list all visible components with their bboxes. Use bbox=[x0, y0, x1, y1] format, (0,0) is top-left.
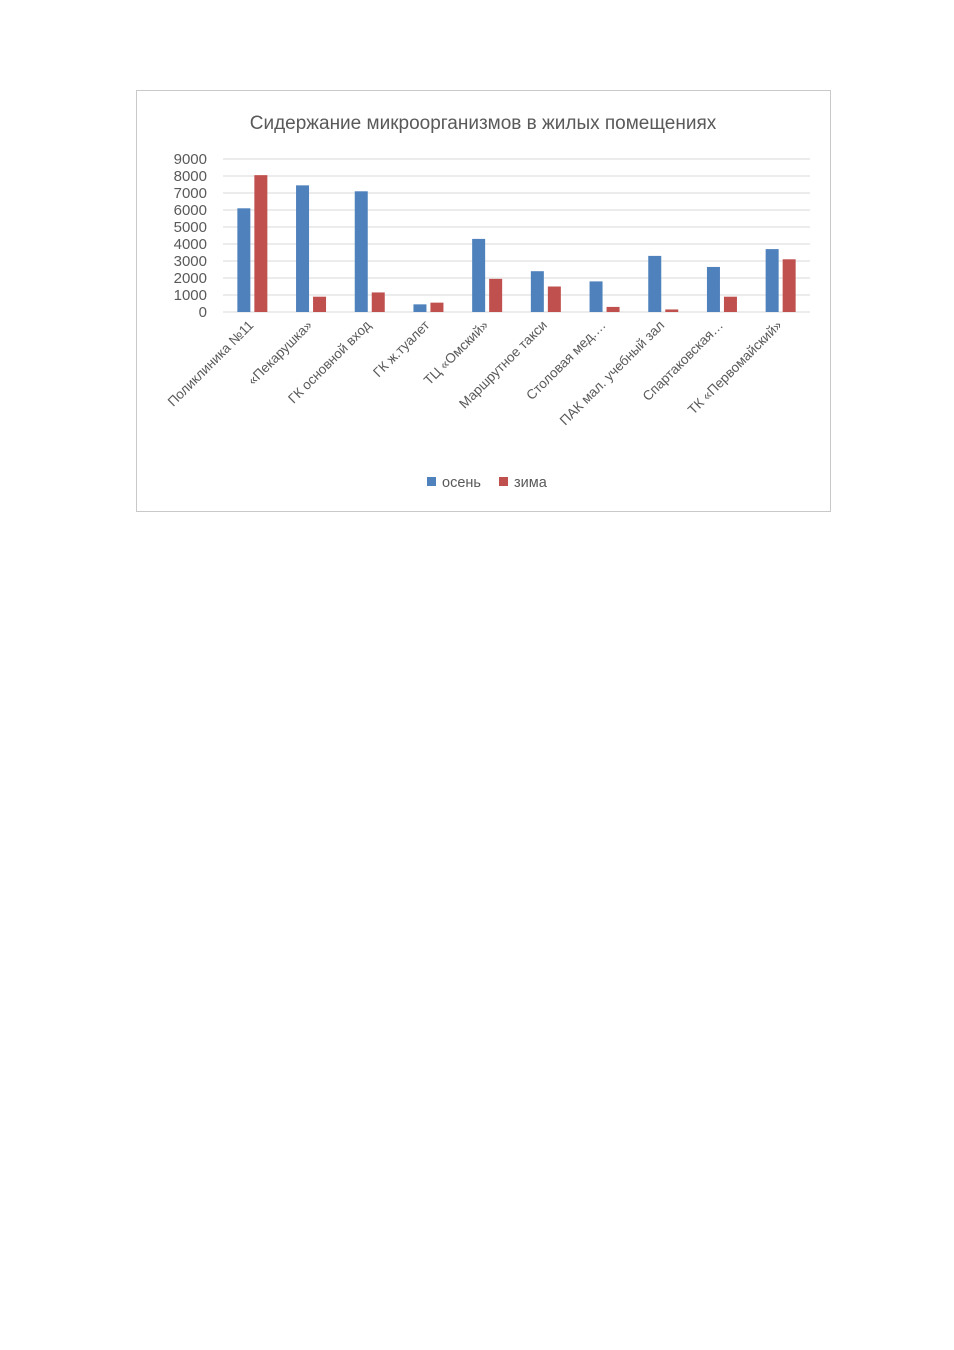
bar-осень-2 bbox=[354, 191, 368, 312]
x-axis-categories: Поликлиника №11«Пекарушка»ГК основной вх… bbox=[165, 317, 785, 428]
bars bbox=[237, 175, 796, 312]
bar-зима-8 bbox=[723, 296, 737, 312]
chart-container: Сидержание микроорганизмов в жилых помещ… bbox=[136, 90, 831, 512]
bar-осень-5 bbox=[530, 271, 544, 312]
legend-swatch-осень bbox=[427, 477, 436, 486]
bar-осень-0 bbox=[237, 208, 251, 312]
bar-зима-1 bbox=[313, 296, 327, 312]
y-tick-label: 1000 bbox=[174, 287, 207, 304]
bar-осень-6 bbox=[589, 281, 603, 312]
bar-зима-0 bbox=[254, 175, 268, 312]
y-tick-label: 4000 bbox=[174, 236, 207, 253]
y-tick-label: 0 bbox=[199, 304, 207, 321]
bar-осень-4 bbox=[472, 238, 486, 312]
y-tick-label: 7000 bbox=[174, 185, 207, 202]
chart-title: Сидержание микроорганизмов в жилых помещ… bbox=[250, 113, 717, 134]
legend-swatch-зима bbox=[499, 477, 508, 486]
bar-зима-5 bbox=[547, 286, 561, 312]
bar-зима-9 bbox=[782, 259, 796, 312]
bar-осень-8 bbox=[706, 266, 720, 312]
bar-осень-3 bbox=[413, 304, 427, 312]
legend-label: зима bbox=[514, 475, 548, 491]
legend: осень зима bbox=[427, 475, 548, 491]
y-tick-label: 6000 bbox=[174, 202, 207, 219]
y-tick-label: 8000 bbox=[174, 168, 207, 185]
category-label: ГК ж.туалет bbox=[370, 318, 432, 380]
bar-зима-2 bbox=[371, 292, 385, 312]
y-tick-label: 5000 bbox=[174, 219, 207, 236]
gridlines bbox=[223, 158, 810, 313]
y-tick-label: 3000 bbox=[174, 253, 207, 270]
y-tick-label: 2000 bbox=[174, 270, 207, 287]
category-label: Поликлиника №11 bbox=[165, 318, 257, 410]
bar-осень-9 bbox=[765, 249, 779, 312]
bar-зима-7 bbox=[665, 309, 679, 312]
category-label: ПАК мал. учебный зал bbox=[557, 318, 668, 429]
legend-label: осень bbox=[442, 475, 481, 491]
bar-зима-4 bbox=[489, 278, 503, 312]
bar-зима-3 bbox=[430, 302, 444, 312]
bar-осень-1 bbox=[296, 185, 310, 312]
bar-осень-7 bbox=[648, 255, 662, 312]
bar-зима-6 bbox=[606, 306, 620, 312]
bar-chart: Сидержание микроорганизмов в жилых помещ… bbox=[165, 113, 810, 491]
y-tick-label: 9000 bbox=[174, 151, 207, 168]
